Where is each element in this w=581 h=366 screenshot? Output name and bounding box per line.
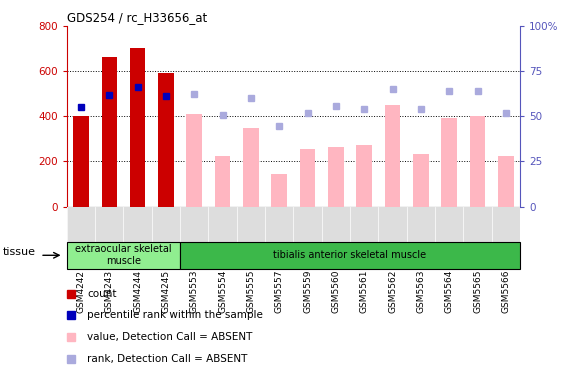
Bar <box>130 48 145 207</box>
Text: count: count <box>87 288 117 299</box>
Bar <box>328 147 344 207</box>
Bar <box>215 156 231 207</box>
Text: GDS254 / rc_H33656_at: GDS254 / rc_H33656_at <box>67 11 207 25</box>
Text: extraocular skeletal
muscle: extraocular skeletal muscle <box>75 244 172 266</box>
Bar <box>442 119 457 207</box>
Text: rank, Detection Call = ABSENT: rank, Detection Call = ABSENT <box>87 354 248 365</box>
Bar <box>180 242 520 269</box>
Text: tissue: tissue <box>3 247 36 257</box>
Bar <box>271 174 287 207</box>
Bar <box>413 154 429 207</box>
Bar <box>102 57 117 207</box>
Text: percentile rank within the sample: percentile rank within the sample <box>87 310 263 321</box>
Text: tibialis anterior skeletal muscle: tibialis anterior skeletal muscle <box>274 250 426 260</box>
Bar <box>73 116 89 207</box>
Bar <box>158 73 174 207</box>
Bar <box>469 116 485 207</box>
Bar <box>385 105 400 207</box>
Bar <box>356 145 372 207</box>
Bar <box>67 242 180 269</box>
Text: value, Detection Call = ABSENT: value, Detection Call = ABSENT <box>87 332 253 343</box>
Bar <box>498 156 514 207</box>
Bar <box>187 114 202 207</box>
Bar <box>243 127 259 207</box>
Bar <box>300 149 315 207</box>
